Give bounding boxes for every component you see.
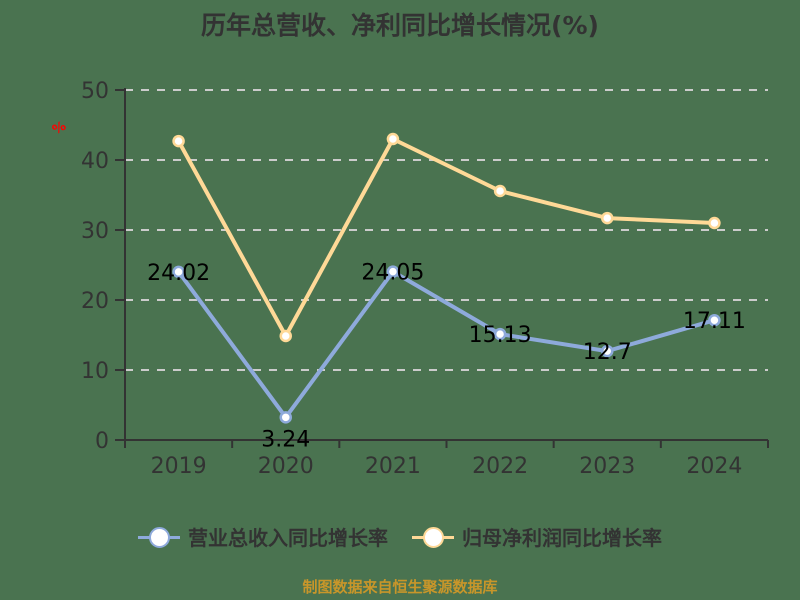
y-tick-label: 10 xyxy=(81,359,109,384)
y-tick-label: 0 xyxy=(95,429,109,454)
y-axis-ticks: 0 10 20 30 40 50 xyxy=(81,79,125,454)
data-point[interactable] xyxy=(279,329,292,343)
data-label: 15.13 xyxy=(469,323,532,348)
x-tick-label: 2019 xyxy=(151,454,207,479)
x-tick-label: 2024 xyxy=(686,454,742,479)
grid-lines xyxy=(125,89,768,371)
data-point[interactable] xyxy=(386,132,400,146)
legend-item-net-profit-growth[interactable]: 归母净利润同比增长率 xyxy=(412,522,662,551)
x-tick-label: 2022 xyxy=(472,454,528,479)
data-point[interactable] xyxy=(708,313,721,327)
data-label: 17.11 xyxy=(683,309,746,334)
data-point[interactable] xyxy=(601,211,614,225)
x-tick-label: 2023 xyxy=(579,454,635,479)
data-point[interactable] xyxy=(172,265,185,279)
y-tick-label: 50 xyxy=(81,79,109,104)
chart-title: 历年总营收、净利同比增长情况(%) xyxy=(201,11,599,40)
x-tick-label: 2021 xyxy=(365,454,421,479)
data-point[interactable] xyxy=(386,265,400,278)
data-point[interactable] xyxy=(279,411,292,424)
legend-label: 归母净利润同比增长率 xyxy=(462,526,662,550)
legend-revenue-marker-icon xyxy=(138,525,180,549)
axes xyxy=(117,88,768,448)
data-labels: 24.02 3.24 24.05 15.13 12.7 17.11 xyxy=(147,261,746,453)
source-footer: 制图数据来自恒生聚源数据库 xyxy=(302,578,498,596)
data-label: 12.7 xyxy=(583,340,632,365)
legend: 营业总收入同比增长率 归母净利润同比增长率 xyxy=(0,522,800,551)
data-point[interactable] xyxy=(493,184,507,198)
data-point[interactable] xyxy=(601,344,614,358)
legend-item-revenue-growth[interactable]: 营业总收入同比增长率 xyxy=(138,522,388,551)
data-point[interactable] xyxy=(493,327,507,341)
y-tick-label: 20 xyxy=(81,289,109,314)
x-axis-ticks: 2019 2020 2021 2022 2023 2024 xyxy=(124,440,769,479)
x-tick-label: 2020 xyxy=(258,454,314,479)
data-label: 24.02 xyxy=(147,261,210,286)
data-label: 3.24 xyxy=(261,427,310,452)
legend-label: 营业总收入同比增长率 xyxy=(188,526,388,550)
data-label: 24.05 xyxy=(361,261,424,286)
y-tick-label: 30 xyxy=(81,219,109,244)
revenue-growth-line xyxy=(176,269,715,420)
series-lines xyxy=(172,132,721,424)
legend-profit-marker-icon xyxy=(412,525,454,549)
profit-growth-line xyxy=(176,137,715,338)
data-point[interactable] xyxy=(172,134,185,148)
data-point[interactable] xyxy=(708,216,721,230)
y-tick-label: 40 xyxy=(81,149,109,174)
